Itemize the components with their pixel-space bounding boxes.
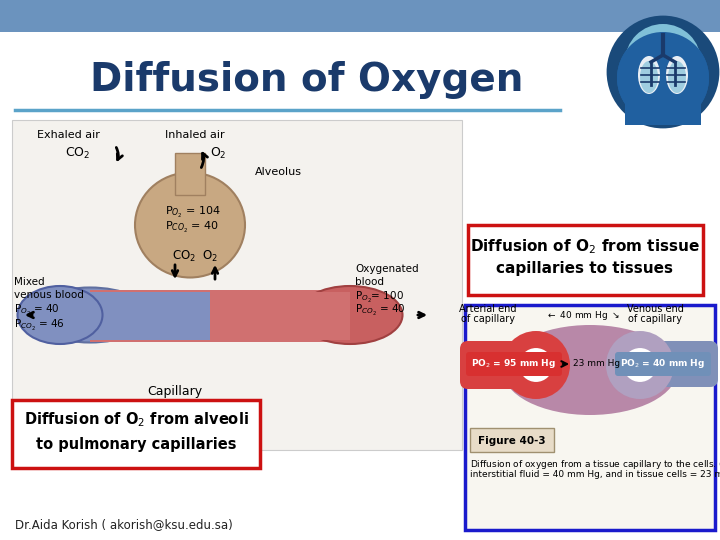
Ellipse shape (17, 286, 102, 344)
Text: P$_{CO_2}$ = 40: P$_{CO_2}$ = 40 (165, 220, 219, 235)
Text: O$_2$: O$_2$ (210, 146, 226, 161)
Ellipse shape (297, 286, 402, 344)
Text: Diffusion of oxygen from a tissue capillary to the cells. (Po$_2$ in: Diffusion of oxygen from a tissue capill… (470, 458, 720, 471)
Text: P$_{O_2}$= 100: P$_{O_2}$= 100 (355, 290, 404, 305)
Text: Venous end: Venous end (626, 304, 683, 314)
FancyBboxPatch shape (465, 305, 715, 530)
Text: Exhaled air: Exhaled air (37, 130, 99, 140)
FancyBboxPatch shape (12, 120, 462, 450)
Text: Diffusion of O$_2$ from alveoli: Diffusion of O$_2$ from alveoli (24, 410, 248, 429)
Circle shape (526, 355, 546, 375)
Ellipse shape (640, 61, 658, 93)
Text: CO$_2$: CO$_2$ (66, 146, 91, 161)
Text: PO$_2$ = 95 mm Hg: PO$_2$ = 95 mm Hg (472, 357, 557, 370)
FancyBboxPatch shape (620, 341, 718, 387)
Text: CO$_2$  O$_2$: CO$_2$ O$_2$ (172, 249, 218, 264)
Text: blood: blood (355, 277, 384, 287)
Ellipse shape (668, 61, 686, 93)
Text: Dr.Aida Korish ( akorish@ksu.edu.sa): Dr.Aida Korish ( akorish@ksu.edu.sa) (15, 518, 233, 531)
Circle shape (608, 17, 718, 127)
FancyBboxPatch shape (470, 428, 554, 452)
Text: $\leftarrow$ 40 mm Hg $\searrow$: $\leftarrow$ 40 mm Hg $\searrow$ (546, 309, 620, 322)
FancyBboxPatch shape (615, 352, 711, 376)
Ellipse shape (135, 172, 245, 278)
FancyBboxPatch shape (625, 70, 701, 125)
Text: Oxygenated: Oxygenated (355, 264, 418, 274)
Circle shape (617, 32, 709, 124)
FancyBboxPatch shape (468, 225, 703, 295)
Text: Alveolus: Alveolus (255, 167, 302, 177)
Text: of capillary: of capillary (461, 314, 515, 324)
Circle shape (518, 347, 554, 383)
Text: Capillary: Capillary (148, 385, 202, 398)
Text: Mixed: Mixed (14, 277, 45, 287)
FancyBboxPatch shape (460, 341, 561, 389)
Text: PO$_2$ = 40 mm Hg: PO$_2$ = 40 mm Hg (621, 357, 706, 370)
Ellipse shape (666, 56, 688, 94)
Circle shape (617, 32, 709, 124)
Text: venous blood: venous blood (14, 290, 84, 300)
Ellipse shape (638, 56, 660, 94)
Text: Diffusion of Oxygen: Diffusion of Oxygen (90, 61, 523, 99)
FancyBboxPatch shape (12, 400, 260, 468)
FancyBboxPatch shape (210, 292, 350, 340)
FancyBboxPatch shape (466, 352, 562, 376)
Text: interstitial fluid = 40 mm Hg, and in tissue cells = 23 mm Hg.): interstitial fluid = 40 mm Hg, and in ti… (470, 470, 720, 479)
Text: Diffusion of O$_2$ from tissue: Diffusion of O$_2$ from tissue (470, 238, 700, 256)
Text: to pulmonary capillaries: to pulmonary capillaries (36, 437, 236, 453)
Text: P$_{CO_2}$ = 46: P$_{CO_2}$ = 46 (14, 318, 65, 333)
Text: 23 mm Hg: 23 mm Hg (573, 360, 620, 368)
FancyBboxPatch shape (90, 292, 220, 340)
Circle shape (606, 331, 674, 399)
Text: P$_{O_2}$ = 104: P$_{O_2}$ = 104 (165, 205, 221, 220)
Text: capillaries to tissues: capillaries to tissues (497, 260, 673, 275)
FancyBboxPatch shape (0, 0, 720, 32)
Text: P$_{CO_2}$ = 40: P$_{CO_2}$ = 40 (355, 303, 405, 318)
Ellipse shape (30, 287, 150, 342)
Text: P$_{O_2}$ = 40: P$_{O_2}$ = 40 (14, 303, 60, 318)
Circle shape (622, 347, 658, 383)
Circle shape (502, 331, 570, 399)
Text: Figure 40-3: Figure 40-3 (478, 436, 546, 446)
Text: Inhaled air: Inhaled air (165, 130, 225, 140)
Text: of capillary: of capillary (628, 314, 682, 324)
Circle shape (625, 24, 701, 100)
FancyBboxPatch shape (175, 153, 205, 195)
Circle shape (630, 355, 650, 375)
Ellipse shape (503, 325, 678, 415)
Text: Arterial end: Arterial end (459, 304, 517, 314)
FancyBboxPatch shape (90, 290, 340, 342)
